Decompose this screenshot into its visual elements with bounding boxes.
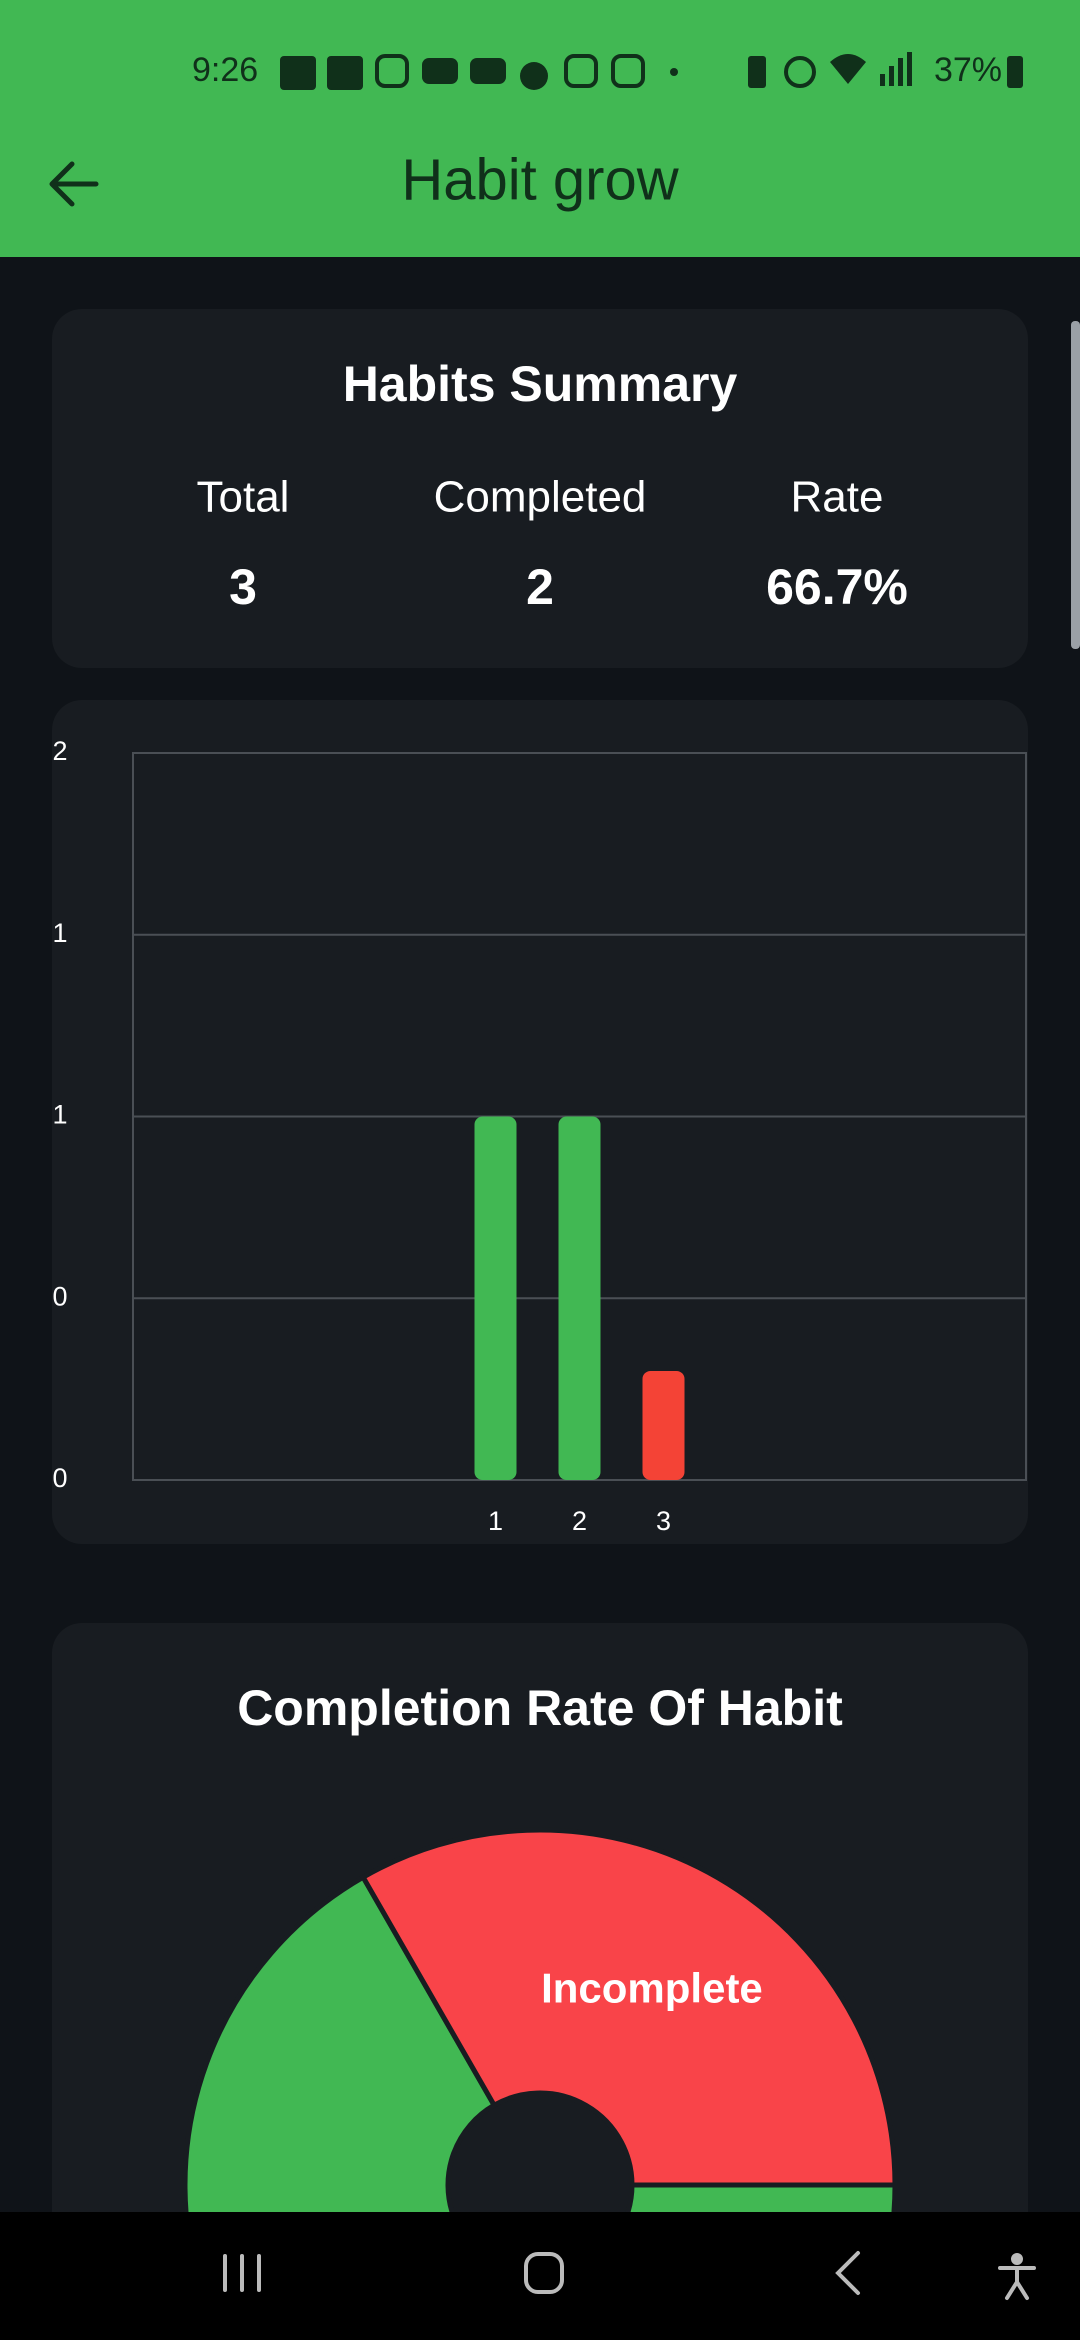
- back-nav-button[interactable]: [835, 2251, 860, 2295]
- scrollbar: [1071, 321, 1080, 649]
- nav-buttons: [223, 2251, 1036, 2300]
- status-icons: [280, 52, 1023, 90]
- back-button[interactable]: [49, 161, 99, 207]
- y-tick-label: 0: [52, 1281, 67, 1311]
- recents-button[interactable]: [223, 2254, 261, 2292]
- nav-bar: [0, 2212, 1080, 2340]
- y-tick-label: 0: [52, 1463, 67, 1493]
- x-tick-label: 2: [572, 1506, 587, 1536]
- stat-label: Rate: [791, 473, 884, 522]
- x-tick-label: 3: [656, 1506, 671, 1536]
- stat-value: 3: [229, 559, 257, 615]
- bar-chart: 0 0 1 1 2 1 2 3: [52, 736, 1027, 1536]
- summary-title: Habits Summary: [343, 356, 738, 412]
- pie-slice: [359, 1827, 898, 2188]
- bar: [474, 1116, 517, 1480]
- y-tick-label: 1: [52, 918, 67, 948]
- pie-title: Completion Rate Of Habit: [237, 1680, 843, 1736]
- stat-label: Completed: [434, 473, 647, 522]
- app-bar: [0, 0, 1080, 257]
- bar-card: [52, 700, 1028, 1544]
- pie-slice: [182, 1873, 898, 2212]
- bar: [642, 1370, 685, 1480]
- stat-value: 66.7%: [766, 559, 908, 615]
- x-tick-label: 1: [488, 1506, 503, 1536]
- stat-value: 2: [526, 559, 554, 615]
- pie-chart: Incomplete: [182, 1827, 898, 2212]
- status-time: 9:26: [192, 51, 258, 89]
- slice-label: Incomplete: [541, 1965, 763, 2012]
- y-tick-label: 1: [52, 1100, 67, 1130]
- summary-card: [52, 309, 1028, 668]
- stat-label: Total: [197, 473, 290, 522]
- app-title: Habit grow: [401, 147, 679, 212]
- y-tick-label: 2: [52, 736, 67, 766]
- home-button[interactable]: [524, 2252, 564, 2294]
- status-battery: 37%: [934, 51, 1002, 89]
- bar: [558, 1116, 601, 1480]
- accessibility-button[interactable]: [998, 2253, 1036, 2300]
